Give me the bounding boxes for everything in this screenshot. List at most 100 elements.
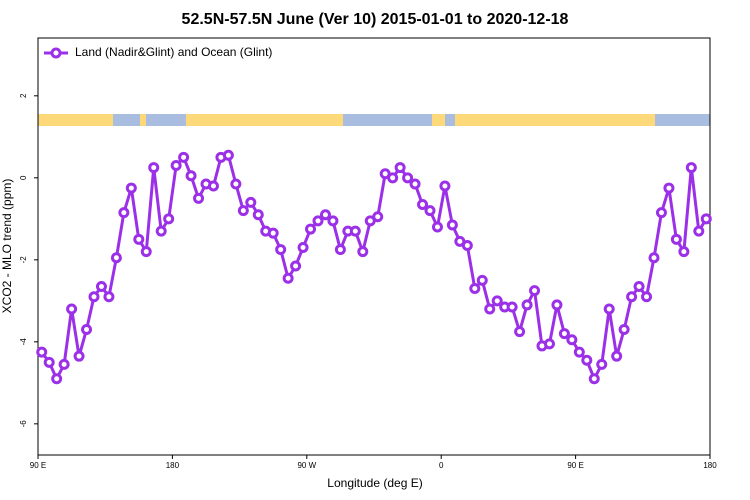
data-point [670, 233, 682, 245]
y-tick-label: -4 [19, 338, 28, 346]
data-point [641, 291, 653, 303]
data-point [297, 242, 309, 254]
data-point [611, 350, 623, 362]
data-point [551, 299, 563, 311]
data-point [312, 215, 324, 227]
data-point [417, 198, 429, 210]
data-point [446, 219, 458, 231]
data-point [207, 180, 219, 192]
data-point [267, 227, 279, 239]
data-point [245, 196, 257, 208]
data-point [648, 252, 660, 264]
data-point [700, 213, 712, 225]
data-point [588, 373, 600, 385]
data-point [394, 162, 406, 174]
data-point [334, 244, 346, 256]
data-point [529, 285, 541, 297]
data-point [431, 221, 443, 233]
data-point [372, 211, 384, 223]
data-point [327, 215, 339, 227]
data-point [282, 272, 294, 284]
data-point [581, 354, 593, 366]
data-point [36, 346, 48, 358]
data-point [140, 246, 152, 258]
data-point [163, 213, 175, 225]
data-point [506, 301, 518, 313]
data-point [626, 291, 638, 303]
data-point [133, 233, 145, 245]
data-point [222, 149, 234, 161]
x-tick-label: 90 W [297, 461, 316, 470]
data-point [409, 178, 421, 190]
data-point [88, 291, 100, 303]
data-point [230, 178, 242, 190]
legend: Land (Nadir&Glint) and Ocean (Glint) [44, 45, 272, 59]
data-point [596, 358, 608, 370]
data-point [476, 274, 488, 286]
data-point [148, 162, 160, 174]
data-point [81, 324, 93, 336]
data-point [439, 180, 451, 192]
data-point [58, 358, 70, 370]
chart-title: 52.5N-57.5N June (Ver 10) 2015-01-01 to … [182, 11, 569, 28]
y-axis-label: XCO2 - MLO trend (ppm) [0, 179, 14, 314]
x-axis-label: Longitude (deg E) [327, 476, 422, 490]
x-tick-label: 90 E [30, 461, 46, 470]
y-tick-label: -2 [19, 256, 28, 264]
data-point [170, 160, 182, 172]
data-point [43, 356, 55, 368]
data-point [73, 350, 85, 362]
data-point [290, 260, 302, 272]
data-point [424, 205, 436, 217]
data-point [155, 225, 167, 237]
legend-label: Land (Nadir&Glint) and Ocean (Glint) [75, 45, 272, 59]
data-point [655, 207, 667, 219]
data-point [461, 239, 473, 251]
data-point [543, 338, 555, 350]
data-point [402, 172, 414, 184]
data-point [678, 246, 690, 258]
data-point [357, 246, 369, 258]
plot-frame [37, 37, 711, 456]
y-tick-label: -6 [19, 420, 28, 428]
y-tick-label: 0 [19, 175, 28, 180]
data-point [514, 326, 526, 338]
data-point [349, 225, 361, 237]
data-point [573, 346, 585, 358]
data-point [521, 299, 533, 311]
x-tick-label: 180 [166, 461, 180, 470]
data-point [275, 244, 287, 256]
data-point [110, 252, 122, 264]
data-point [95, 280, 107, 292]
y-tick-label: 2 [19, 93, 28, 98]
land-ocean-strip [38, 114, 710, 126]
data-point [103, 291, 115, 303]
data-point [618, 324, 630, 336]
data-point [118, 207, 130, 219]
data-point [693, 225, 705, 237]
data-point [178, 151, 190, 163]
data-point [484, 303, 496, 315]
data-point [566, 334, 578, 346]
data-point [66, 303, 78, 315]
data-point [193, 192, 205, 204]
data-point [633, 280, 645, 292]
data-point [305, 223, 317, 235]
data-point [491, 295, 503, 307]
x-tick-label: 0 [439, 461, 444, 470]
x-tick-label: 90 E [567, 461, 583, 470]
data-point [685, 162, 697, 174]
data-point [51, 373, 63, 385]
legend-marker [50, 47, 62, 59]
data-point [237, 205, 249, 217]
series-line [40, 153, 708, 383]
data-point [319, 209, 331, 221]
x-tick-label: 180 [703, 461, 717, 470]
data-point [603, 303, 615, 315]
data-point [125, 182, 137, 194]
data-point [663, 182, 675, 194]
data-point [469, 283, 481, 295]
data-point [558, 328, 570, 340]
data-point [387, 172, 399, 184]
